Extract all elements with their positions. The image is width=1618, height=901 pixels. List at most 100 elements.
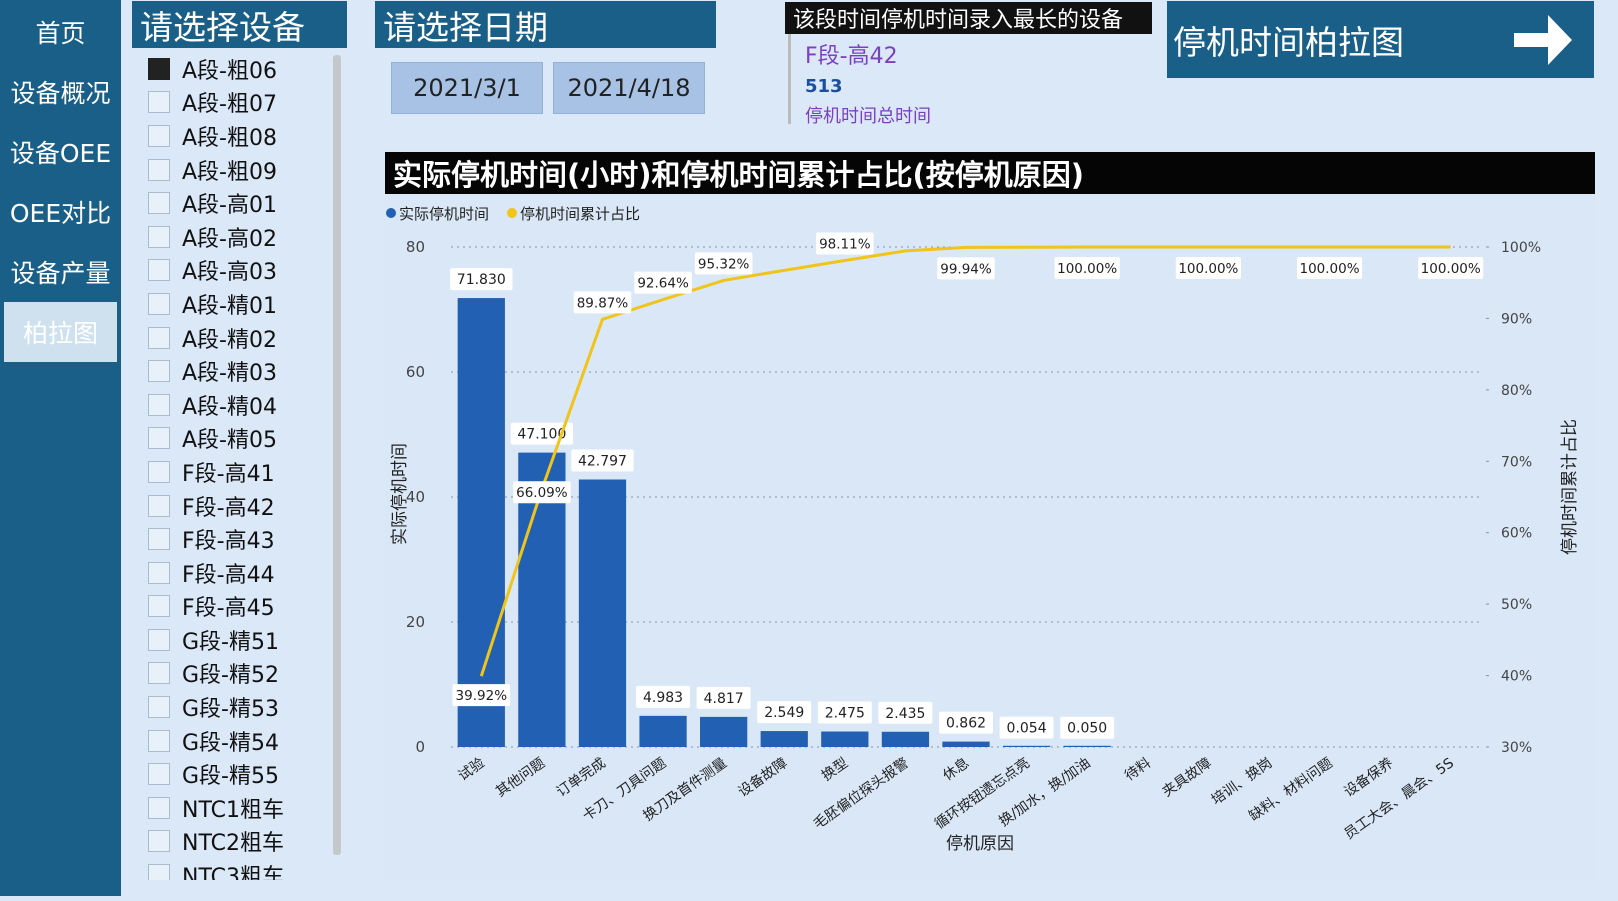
- device-checkbox[interactable]: [148, 561, 170, 584]
- start-date-input[interactable]: 2021/3/1: [391, 62, 543, 114]
- y2-tick-label: 30%: [1501, 740, 1532, 756]
- device-label: A段-高02: [182, 226, 277, 252]
- bar: [578, 479, 627, 747]
- device-checkbox[interactable]: [148, 326, 170, 349]
- device-checkbox[interactable]: [148, 864, 170, 880]
- x-category-label: 待料: [1122, 755, 1154, 784]
- legend-line-label: 停机时间累计占比: [520, 205, 640, 223]
- nav-item-2[interactable]: 设备OEE: [9, 139, 112, 168]
- device-checkbox[interactable]: [148, 595, 170, 618]
- device-option[interactable]: A段-精03: [132, 354, 347, 388]
- device-option[interactable]: G段-精52: [132, 657, 347, 691]
- device-checkbox[interactable]: [148, 292, 170, 315]
- line-data-label: 39.92%: [456, 688, 508, 704]
- bar: [700, 716, 748, 747]
- device-option[interactable]: F段-高42: [132, 489, 347, 523]
- device-option[interactable]: A段-精05: [132, 422, 347, 456]
- device-checkbox[interactable]: [148, 124, 170, 147]
- x-category-label: 设备故障: [735, 754, 791, 800]
- x-category-label: 员工大会、晨会、5S: [1341, 755, 1457, 843]
- bar-label-bg: [1060, 716, 1115, 739]
- bar-label-bg: [696, 686, 751, 709]
- bar: [639, 715, 687, 747]
- device-checkbox[interactable]: [148, 158, 170, 181]
- device-checkbox[interactable]: [148, 393, 170, 416]
- device-option[interactable]: NTC3粗车: [132, 858, 347, 880]
- device-option[interactable]: A段-精04: [132, 388, 347, 422]
- bar: [881, 731, 930, 747]
- y-tick-label: 40: [406, 488, 425, 506]
- device-checkbox[interactable]: [148, 763, 170, 786]
- device-label: A段-精02: [182, 327, 277, 353]
- device-option[interactable]: A段-高03: [132, 254, 347, 288]
- bar-label-bg: [571, 449, 634, 472]
- device-checkbox[interactable]: [148, 225, 170, 248]
- device-option[interactable]: A段-高02: [132, 220, 347, 254]
- device-checkbox[interactable]: [148, 57, 170, 80]
- y-tick-label: 20: [406, 613, 425, 631]
- bar-label-bg: [510, 422, 574, 445]
- line-label-bg: [1296, 257, 1363, 279]
- device-checkbox[interactable]: [148, 259, 170, 282]
- nav-item-4[interactable]: 设备产量: [10, 259, 111, 288]
- device-option[interactable]: NTC1粗车: [132, 791, 347, 825]
- bar-data-label: 2.435: [885, 706, 925, 722]
- device-checkbox[interactable]: [148, 796, 170, 819]
- nav-item-1[interactable]: 设备概况: [10, 79, 111, 108]
- device-label: G段-精51: [182, 629, 279, 655]
- device-option[interactable]: F段-高44: [132, 556, 347, 590]
- legend-bar-marker: [386, 208, 396, 218]
- device-option[interactable]: G段-精54: [132, 724, 347, 758]
- y2-tick-label: 40%: [1501, 669, 1532, 685]
- device-option[interactable]: A段-粗09: [132, 153, 347, 187]
- device-checkbox[interactable]: [148, 696, 170, 719]
- device-option[interactable]: A段-粗07: [132, 86, 347, 120]
- device-option[interactable]: F段-高43: [132, 522, 347, 556]
- pareto-chart-button[interactable]: 停机时间柏拉图: [1167, 1, 1594, 78]
- device-label: NTC1粗车: [182, 797, 284, 823]
- device-label: A段-精05: [182, 428, 277, 454]
- y-axis-title: 实际停机时间: [390, 443, 410, 545]
- y-tick-label: 0: [415, 738, 425, 756]
- device-label: G段-精52: [182, 663, 279, 689]
- nav-item-0[interactable]: 首页: [35, 19, 86, 48]
- device-checkbox[interactable]: [148, 192, 170, 215]
- bar: [457, 298, 505, 747]
- legend-bar-label: 实际停机时间: [399, 205, 489, 223]
- nav-item-5[interactable]: 柏拉图: [4, 302, 117, 362]
- device-checkbox[interactable]: [148, 427, 170, 450]
- bar-data-label: 71.830: [457, 272, 506, 288]
- device-label: A段-精03: [182, 361, 277, 387]
- bar: [821, 731, 869, 747]
- device-checkbox[interactable]: [148, 528, 170, 551]
- device-checkbox[interactable]: [148, 830, 170, 853]
- device-option[interactable]: G段-精51: [132, 623, 347, 657]
- device-option[interactable]: G段-精55: [132, 757, 347, 791]
- device-option[interactable]: G段-精53: [132, 690, 347, 724]
- device-option[interactable]: A段-粗06: [132, 52, 347, 86]
- device-label: F段-高45: [182, 596, 275, 622]
- nav-item-3[interactable]: OEE对比: [9, 199, 112, 228]
- bar-data-label: 0.862: [946, 716, 986, 732]
- device-option[interactable]: A段-精01: [132, 287, 347, 321]
- bar-data-label: 47.100: [517, 427, 566, 443]
- line-label-bg: [513, 481, 571, 504]
- device-list-scrollbar[interactable]: [333, 55, 341, 855]
- bar-data-label: 0.054: [1007, 721, 1047, 737]
- device-option[interactable]: A段-粗08: [132, 119, 347, 153]
- device-option[interactable]: F段-高41: [132, 455, 347, 489]
- device-option[interactable]: F段-高45: [132, 590, 347, 624]
- pareto-button-label: 停机时间柏拉图: [1173, 22, 1404, 62]
- device-option[interactable]: NTC2粗车: [132, 825, 347, 859]
- end-date-input[interactable]: 2021/4/18: [553, 62, 705, 114]
- device-checkbox[interactable]: [148, 460, 170, 483]
- device-option[interactable]: A段-高01: [132, 186, 347, 220]
- device-checkbox[interactable]: [148, 729, 170, 752]
- device-option[interactable]: A段-精02: [132, 321, 347, 355]
- device-checkbox[interactable]: [148, 360, 170, 383]
- left-nav: 首页设备概况设备OEE OEE对比设备产量柏拉图: [0, 0, 121, 896]
- device-checkbox[interactable]: [148, 628, 170, 651]
- device-checkbox[interactable]: [148, 91, 170, 114]
- device-checkbox[interactable]: [148, 662, 170, 685]
- device-checkbox[interactable]: [148, 494, 170, 517]
